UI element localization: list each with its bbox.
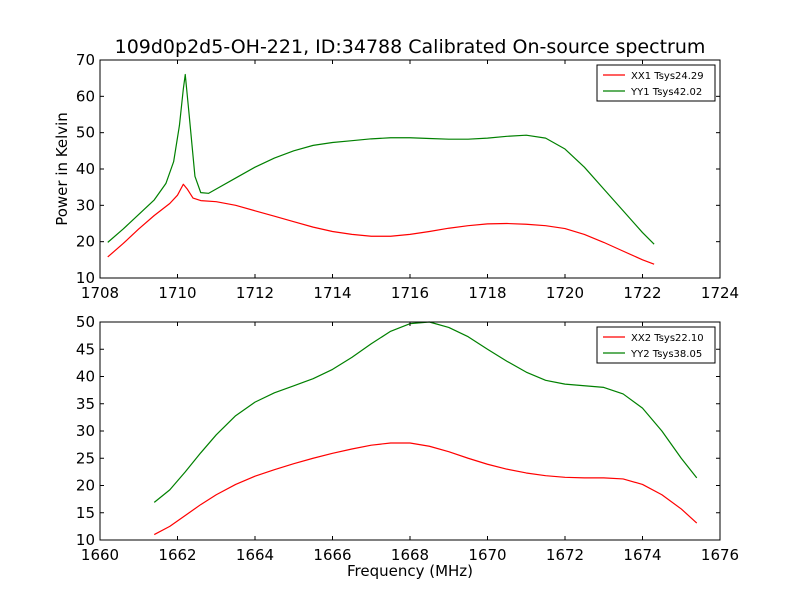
bottom-y-tick-label: 45: [76, 340, 95, 358]
top-legend-box: [596, 64, 716, 102]
bottom-y-tick-label: 35: [76, 395, 95, 413]
top-x-tick-label: 1708: [81, 284, 119, 302]
x-axis-label: Frequency (MHz): [347, 562, 473, 580]
bottom-y-tick-label: 25: [76, 449, 95, 467]
bottom-y-tick-label: 40: [76, 368, 95, 386]
bottom-legend-label-1: XX2 Tsys22.10: [631, 333, 704, 344]
top-x-tick-label: 1722: [623, 284, 661, 302]
bottom-x-tick-label: 1664: [236, 546, 274, 564]
top-legend-label-2: YY1 Tsys42.02: [630, 87, 702, 98]
top-x-tick-label: 1714: [313, 284, 351, 302]
top-y-tick-label: 40: [76, 160, 95, 178]
top-x-tick-label: 1720: [546, 284, 584, 302]
top-x-tick-label: 1710: [158, 284, 196, 302]
bottom-y-tick-label: 50: [76, 313, 95, 331]
top-x-tick-label: 1724: [701, 284, 739, 302]
top-x-tick-label: 1718: [468, 284, 506, 302]
figure-title: 109d0p2d5-OH-221, ID:34788 Calibrated On…: [115, 36, 706, 58]
top-x-tick-label: 1712: [236, 284, 274, 302]
bottom-panel: 1660 1662 1664 1666 1668 1670 1672 1674 1676 10 15…: [76, 313, 739, 564]
top-legend-label-1: XX1 Tsys24.29: [631, 71, 704, 82]
top-x-tick-label: 1716: [391, 284, 429, 302]
top-y-tick-label: 30: [76, 196, 95, 214]
y-axis-label: Power in Kelvin: [53, 112, 71, 226]
bottom-legend-label-2: YY2 Tsys38.05: [630, 349, 702, 360]
bottom-y-tick-label: 30: [76, 422, 95, 440]
top-y-tick-label: 60: [76, 87, 95, 105]
top-y-tick-label: 70: [76, 51, 95, 69]
top-panel: 1708 1710 1712 1714 1716 1718 1720 1722 1724 10 20…: [76, 51, 739, 302]
bottom-y-tick-label: 10: [76, 531, 95, 549]
top-y-tick-label: 50: [76, 124, 95, 142]
bottom-x-tick-label: 1666: [313, 546, 351, 564]
top-y-tick-label: 20: [76, 233, 95, 251]
bottom-legend-box: [596, 326, 716, 364]
top-series-line-1: [107, 183, 655, 265]
bottom-x-tick-label: 1672: [546, 546, 584, 564]
bottom-x-tick-label: 1674: [623, 546, 661, 564]
bottom-x-tick-label: 1668: [391, 546, 429, 564]
bottom-x-tick-label: 1660: [81, 546, 119, 564]
bottom-y-tick-label: 20: [76, 477, 95, 495]
bottom-x-tick-label: 1670: [468, 546, 506, 564]
top-y-tick-label: 10: [76, 269, 95, 287]
bottom-x-tick-label: 1676: [701, 546, 739, 564]
top-series-line-2: [107, 73, 655, 245]
bottom-x-tick-label: 1662: [158, 546, 196, 564]
bottom-y-tick-label: 15: [76, 504, 95, 522]
bottom-series-line-2: [153, 321, 698, 503]
bottom-series-line-1: [153, 442, 698, 536]
